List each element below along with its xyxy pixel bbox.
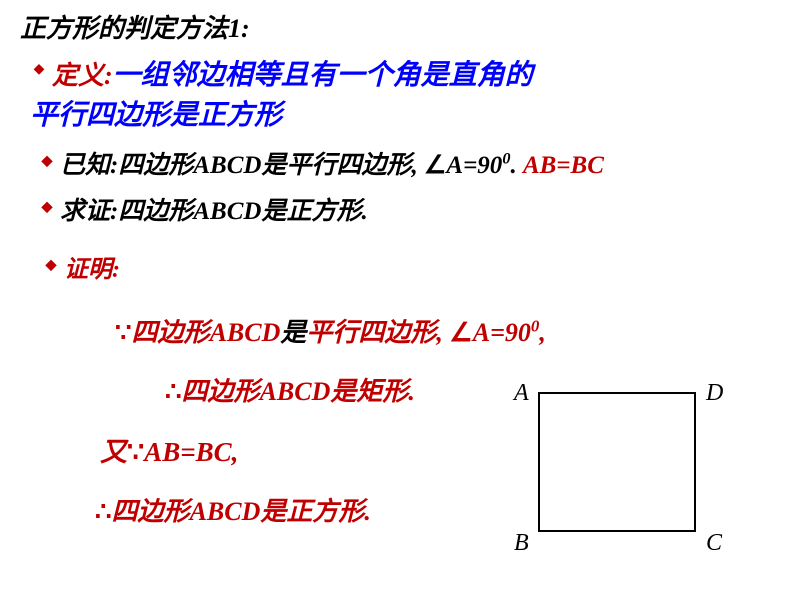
angle-symbol: ∠ — [449, 318, 472, 347]
s3-pre: 又 — [100, 437, 127, 467]
square-shape — [538, 392, 696, 532]
vertex-label-d: D — [706, 380, 723, 407]
bullet-icon: ◆ — [30, 53, 48, 87]
angle-var: A — [446, 152, 463, 179]
s1-pre: 四边形 — [132, 318, 210, 347]
because-symbol: ∵ — [115, 318, 132, 347]
proof-label: 证明: — [64, 249, 120, 284]
given-abcd: ABCD — [193, 152, 261, 179]
s4-abcd: ABCD — [190, 497, 261, 526]
s2-abcd: ABCD — [260, 377, 331, 406]
definition-body-line1: 一组邻边相等且有一个角是直角的 — [113, 60, 533, 91]
s4-pre: 四边形 — [112, 497, 190, 526]
square-figure: A D B C — [514, 384, 734, 559]
given-row: ◆ 已知:四边形ABCD是平行四边形, ∠A=900. AB=BC — [38, 145, 774, 181]
given-abeq: AB=BC — [523, 152, 604, 179]
s1-mid-red: 平行四边形, — [306, 318, 449, 347]
vertex-label-a: A — [514, 380, 529, 407]
given-mid: 是平行四边形, — [261, 152, 424, 179]
prove-label: 求证: — [60, 198, 118, 225]
bullet-icon: ◆ — [38, 145, 56, 179]
therefore-symbol: ∴ — [95, 497, 112, 526]
prove-abcd: ABCD — [193, 198, 261, 225]
s1-eq: =90 — [490, 318, 531, 347]
s1-mid-black: 是 — [280, 318, 306, 347]
s2-pre: 四边形 — [182, 377, 260, 406]
vertex-label-b: B — [514, 530, 529, 557]
s1-abcd: ABCD — [210, 318, 281, 347]
s1-angle-var: A — [473, 318, 490, 347]
definition-line2: 平行四边形是正方形 — [30, 93, 774, 133]
proof-step-1: ∵四边形ABCD是平行四边形, ∠A=900, — [115, 312, 774, 349]
definition-label: 定义: — [52, 61, 113, 90]
s1-comma: , — [539, 318, 546, 347]
s3-comma: , — [232, 437, 239, 467]
bullet-icon: ◆ — [42, 249, 60, 283]
because-symbol: ∵ — [127, 437, 144, 467]
given-label: 已知: — [60, 152, 118, 179]
slide-title: 正方形的判定方法1: — [20, 8, 774, 45]
definition-block: ◆ 定义:一组邻边相等且有一个角是直角的 平行四边形是正方形 — [30, 53, 774, 133]
prove-row: ◆ 求证:四边形ABCD是正方形. — [38, 191, 774, 227]
prove-post: 是正方形. — [261, 198, 367, 225]
proof-label-row: ◆ 证明: — [42, 249, 774, 284]
definition-body-line2: 平行四边形是正方形 — [30, 100, 282, 131]
vertex-label-c: C — [706, 530, 722, 557]
s3-abeq: AB=BC — [144, 437, 231, 467]
therefore-symbol: ∴ — [165, 377, 182, 406]
prove-pre: 四边形 — [118, 198, 193, 225]
definition-line1: ◆ 定义:一组邻边相等且有一个角是直角的 — [30, 53, 774, 93]
s4-post: 是正方形. — [260, 497, 371, 526]
angle-symbol: ∠ — [424, 152, 446, 179]
angle-eq: =90 — [463, 152, 502, 179]
bullet-icon: ◆ — [38, 191, 56, 225]
s2-post: 是矩形. — [330, 377, 415, 406]
given-pre: 四边形 — [118, 152, 193, 179]
given-dot: . — [510, 152, 523, 179]
